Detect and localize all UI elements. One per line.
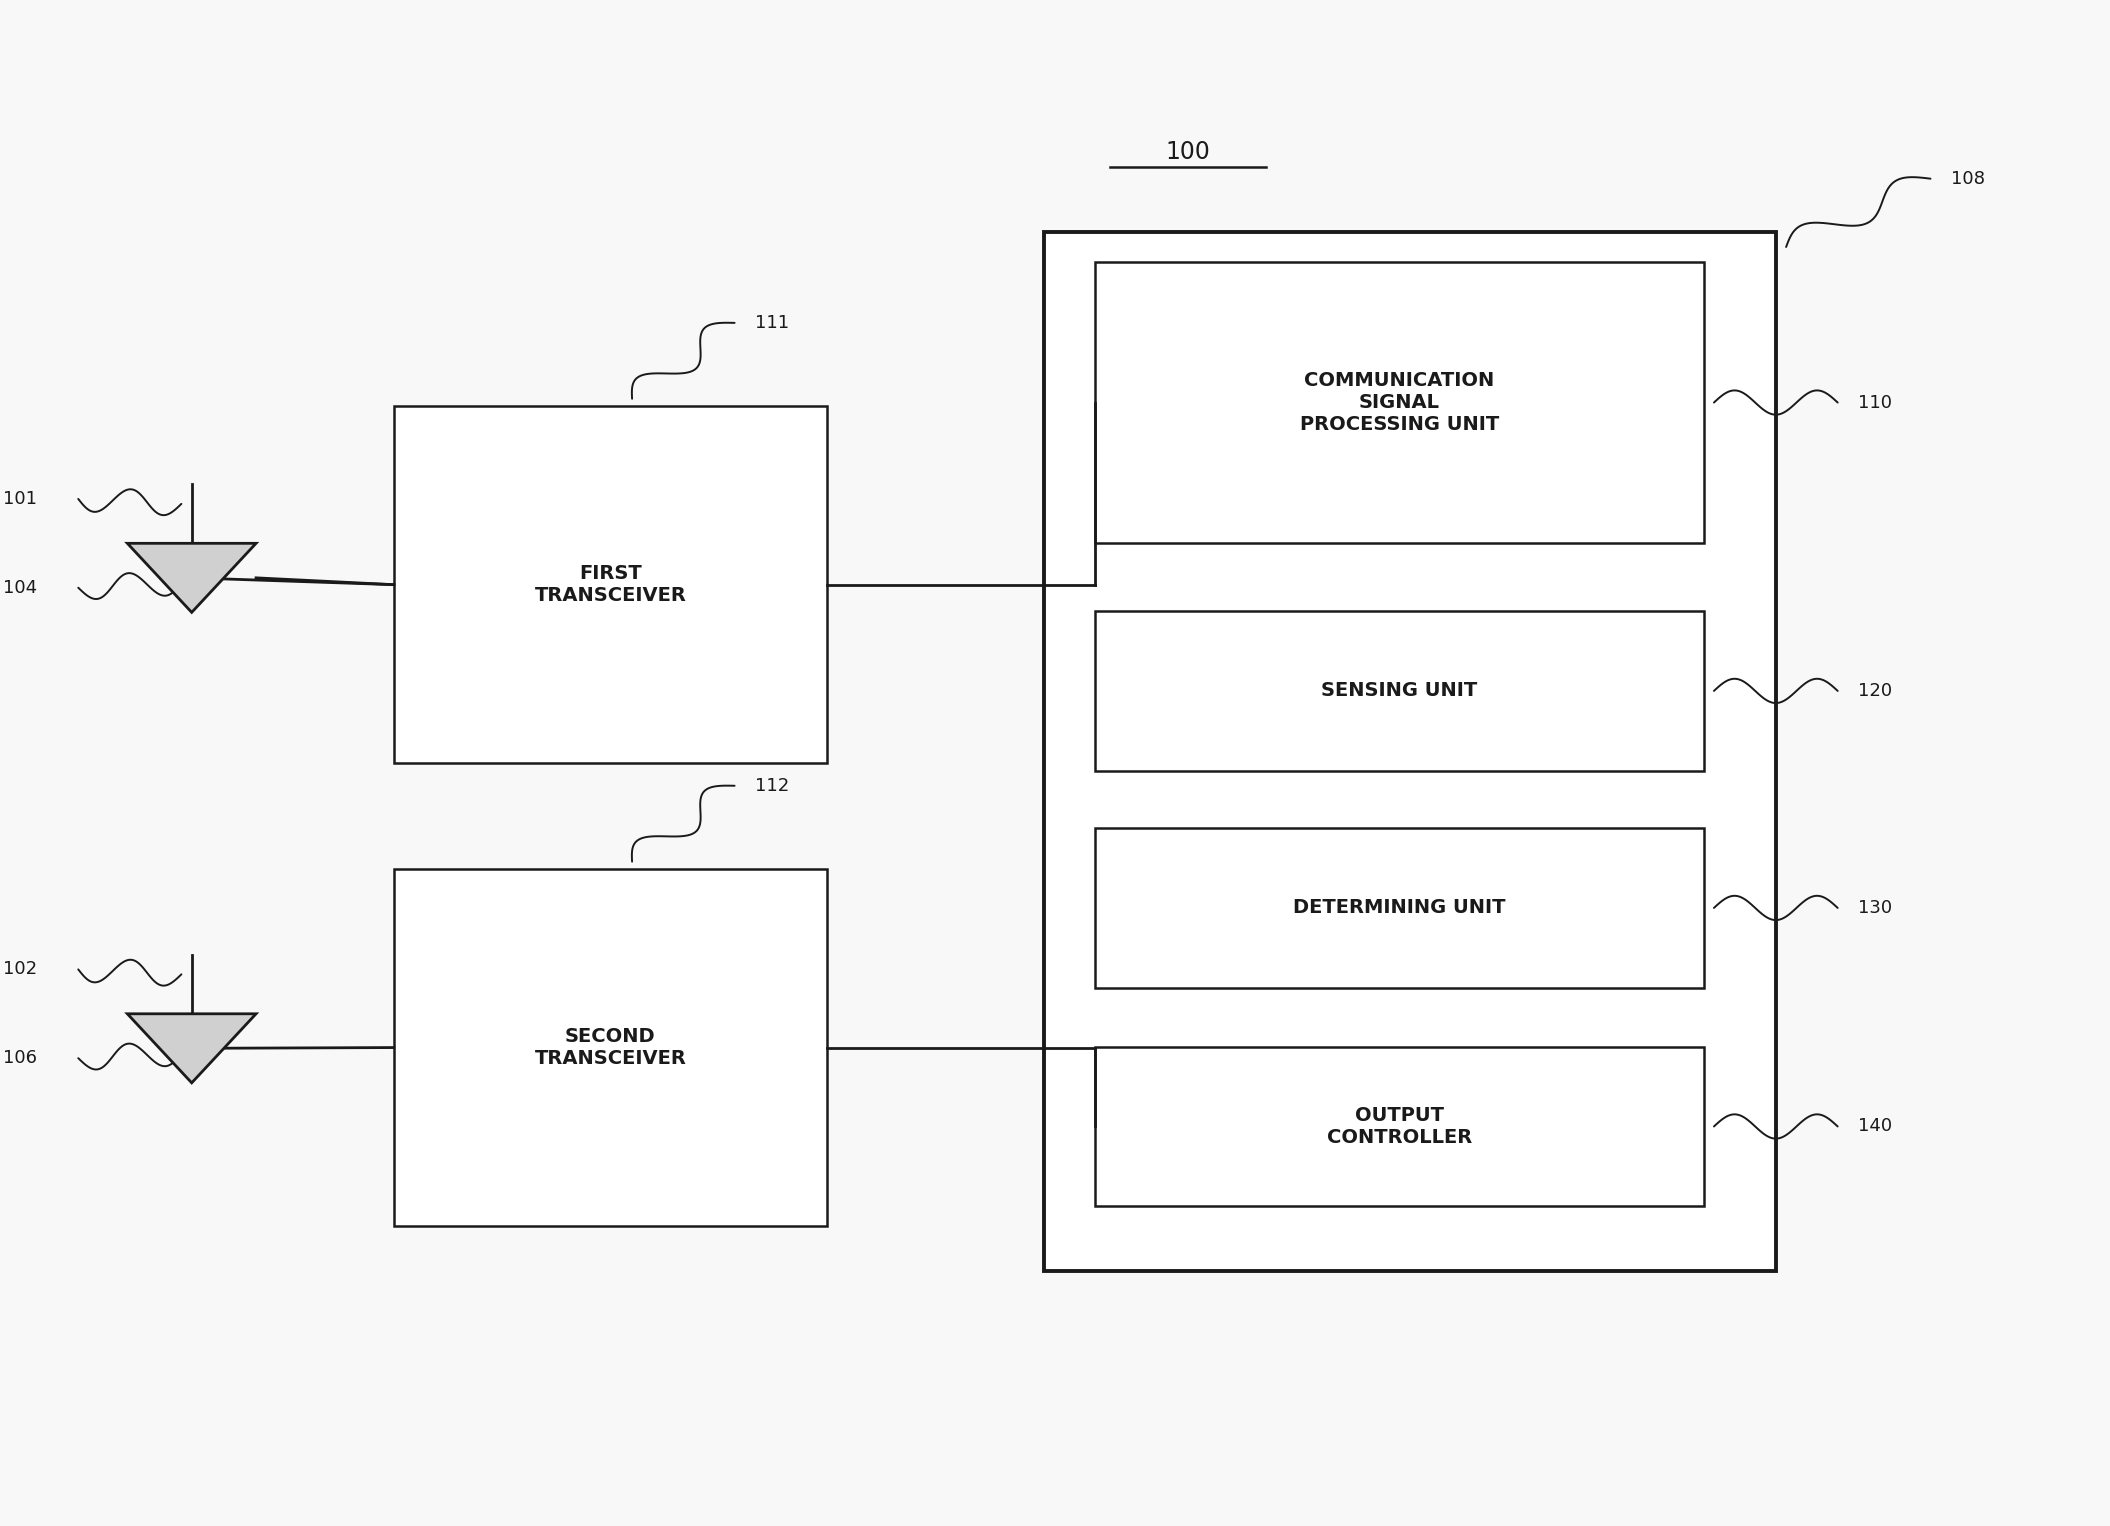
Text: 101: 101 bbox=[2, 490, 38, 508]
Polygon shape bbox=[127, 1013, 255, 1083]
Bar bbox=[1044, 232, 1777, 1271]
Text: 111: 111 bbox=[755, 314, 789, 331]
Text: SECOND
TRANSCEIVER: SECOND TRANSCEIVER bbox=[534, 1027, 686, 1068]
Text: 104: 104 bbox=[2, 578, 38, 597]
Text: 102: 102 bbox=[2, 960, 38, 978]
Text: COMMUNICATION
SIGNAL
PROCESSING UNIT: COMMUNICATION SIGNAL PROCESSING UNIT bbox=[1300, 371, 1498, 433]
Text: SENSING UNIT: SENSING UNIT bbox=[1321, 682, 1477, 700]
Polygon shape bbox=[127, 543, 255, 612]
Bar bbox=[395, 406, 827, 763]
Text: 112: 112 bbox=[755, 777, 789, 795]
Text: 140: 140 bbox=[1859, 1117, 1893, 1135]
Text: 108: 108 bbox=[1952, 169, 1986, 188]
Text: 110: 110 bbox=[1859, 394, 1893, 412]
Text: 120: 120 bbox=[1859, 682, 1893, 700]
Bar bbox=[1095, 262, 1703, 543]
Text: FIRST
TRANSCEIVER: FIRST TRANSCEIVER bbox=[534, 565, 686, 606]
Bar bbox=[1095, 1047, 1703, 1206]
Text: 106: 106 bbox=[2, 1050, 38, 1067]
Bar bbox=[1095, 612, 1703, 771]
Text: OUTPUT
CONTROLLER: OUTPUT CONTROLLER bbox=[1327, 1106, 1473, 1148]
Text: 100: 100 bbox=[1165, 139, 1211, 163]
Bar bbox=[1095, 829, 1703, 987]
Bar bbox=[395, 870, 827, 1225]
Text: DETERMINING UNIT: DETERMINING UNIT bbox=[1293, 899, 1507, 917]
Text: 130: 130 bbox=[1859, 899, 1893, 917]
